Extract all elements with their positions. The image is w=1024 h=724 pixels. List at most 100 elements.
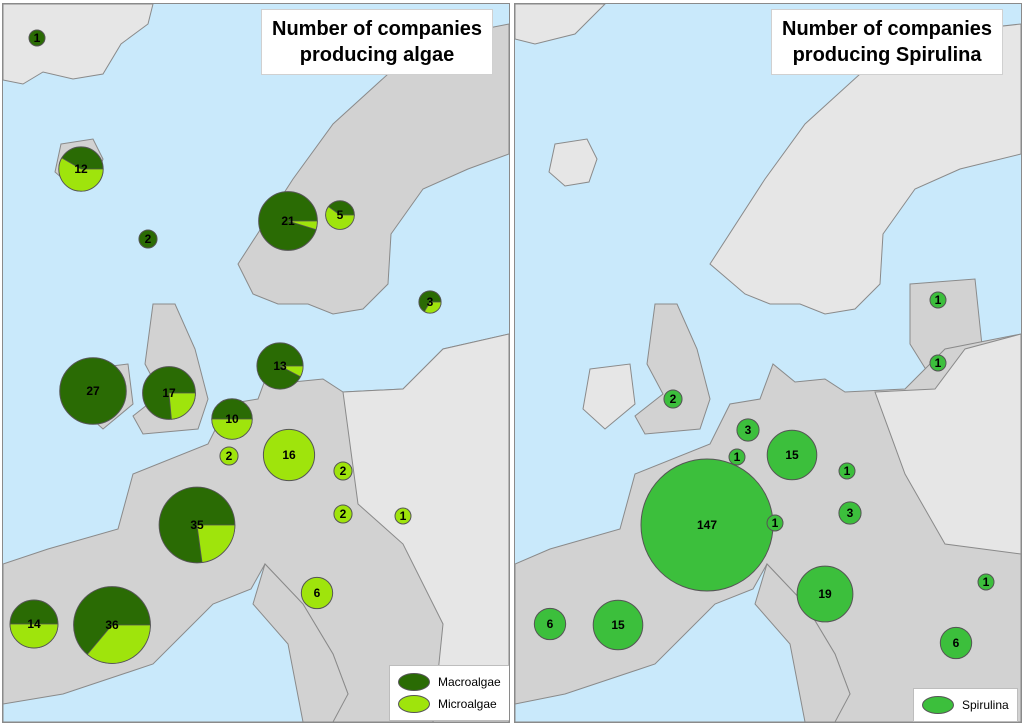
algae-title-line1: Number of companies	[272, 18, 483, 40]
marker-value: 36	[105, 618, 119, 632]
marker-greece: 6	[939, 626, 973, 660]
marker-spain: 15	[592, 599, 644, 651]
marker-value: 14	[27, 617, 41, 631]
pie-slice-microalgae	[394, 507, 412, 525]
algae-title-box: Number of companies producing algae	[261, 9, 494, 75]
marker-value: 6	[314, 586, 321, 600]
marker-estonia: 3	[418, 290, 442, 314]
pie-slice-macroalgae	[59, 357, 127, 425]
spirulina-circle	[592, 599, 644, 651]
spirulina-circle	[929, 291, 947, 309]
eastern-europe	[874, 333, 1021, 555]
ireland	[582, 363, 636, 430]
pie-slice-macroalgae	[138, 229, 158, 249]
pie-slice-microalgae	[325, 206, 355, 230]
marker-denmark: 13	[256, 342, 304, 390]
marker-value: 5	[337, 208, 344, 222]
marker-value: 17	[162, 386, 176, 400]
marker-value: 21	[281, 214, 295, 228]
marker-value: 1	[983, 575, 990, 589]
marker-value: 3	[427, 295, 434, 309]
pie-slice-microalgae	[58, 157, 104, 192]
pie-slice-microalgae	[219, 446, 239, 466]
marker-value: 12	[74, 162, 88, 176]
marker-spain: 36	[73, 586, 151, 664]
pie-slice-macroalgae	[28, 29, 46, 47]
spirulina-circle	[766, 429, 818, 481]
spirulina-circle	[766, 514, 784, 532]
pie-slice-microalgae	[211, 418, 253, 440]
marker-uk: 2	[663, 389, 683, 409]
marker-value: 1	[935, 293, 942, 307]
pie-slice-microalgae	[86, 624, 151, 664]
marker-value: 1	[34, 31, 41, 45]
marker-value: 16	[282, 448, 296, 462]
greenland	[515, 4, 606, 45]
spirulina-circle	[929, 354, 947, 372]
spirulina-circle	[977, 573, 995, 591]
pie-slice-microalgae	[333, 504, 353, 524]
pie-slice-microalgae	[279, 365, 304, 378]
marker-value: 15	[611, 618, 625, 632]
marker-austria: 2	[333, 504, 353, 524]
legend-microalgae-label: Microalgae	[438, 697, 497, 711]
marker-value: 19	[818, 587, 832, 601]
marker-france: 147	[640, 458, 774, 592]
marker-value: 3	[745, 423, 752, 437]
pie-slice-microalgae	[168, 392, 196, 420]
greenland	[3, 4, 154, 85]
spirulina-title-line1: Number of companies	[782, 18, 993, 40]
marker-value: 1	[935, 356, 942, 370]
marker-portugal: 14	[9, 599, 59, 649]
marker-germany: 15	[766, 429, 818, 481]
marker-hungary: 1	[394, 507, 412, 525]
marker-estonia: 1	[929, 291, 947, 309]
italy	[252, 563, 349, 722]
marker-greenland: 1	[28, 29, 46, 47]
pie-slice-microalgae	[333, 461, 353, 481]
legend-spirulina-label: Spirulina	[962, 698, 1009, 712]
macroalgae-swatch	[398, 673, 430, 691]
marker-italy: 19	[796, 565, 854, 623]
marker-portugal: 6	[533, 607, 567, 641]
marker-norway: 21	[258, 191, 318, 251]
marker-value: 3	[847, 506, 854, 520]
legend-microalgae: Microalgae	[398, 693, 501, 715]
marker-ireland: 27	[59, 357, 127, 425]
marker-value: 1	[772, 516, 779, 530]
spirulina-circle	[838, 501, 862, 525]
marker-netherlands: 3	[736, 418, 760, 442]
marker-value: 1	[400, 509, 407, 523]
pie-slice-microalgae	[196, 524, 236, 563]
marker-value: 27	[86, 384, 100, 398]
pie-slice-microalgae	[262, 428, 316, 482]
algae-map-panel: 1 12 2 21 5 3 27 17 13 10 2 16 2 2 1 35 6 14 36 Number of …	[2, 3, 510, 723]
marker-value: 2	[340, 464, 347, 478]
scandinavia	[709, 23, 1021, 315]
marker-switzerland: 1	[766, 514, 784, 532]
spirulina-title-line2: producing Spirulina	[792, 44, 982, 66]
spirulina-legend: Spirulina	[913, 688, 1018, 722]
marker-value: 10	[225, 412, 239, 426]
marker-value: 35	[190, 518, 204, 532]
pie-slice-microalgae	[423, 301, 442, 314]
marker-value: 6	[547, 617, 554, 631]
spirulina-circle	[939, 626, 973, 660]
legend-macroalgae-label: Macroalgae	[438, 675, 501, 689]
spirulina-title-box: Number of companies producing Spirulina	[771, 9, 1004, 75]
algae-legend: Macroalgae Microalgae	[389, 665, 509, 721]
spirulina-map-panel: 1 1 2 3 1 15 1 3 147 1 19 1 6 15 6 Number of companies…	[514, 3, 1022, 723]
marker-value: 2	[340, 507, 347, 521]
marker-france: 35	[158, 486, 236, 564]
italy	[754, 563, 851, 722]
spirulina-circle	[796, 565, 854, 623]
eastern-europe	[342, 333, 509, 722]
marker-austria: 3	[838, 501, 862, 525]
algae-title-line2: producing algae	[299, 44, 455, 66]
spirulina-circle	[533, 607, 567, 641]
marker-iceland: 12	[58, 146, 104, 192]
